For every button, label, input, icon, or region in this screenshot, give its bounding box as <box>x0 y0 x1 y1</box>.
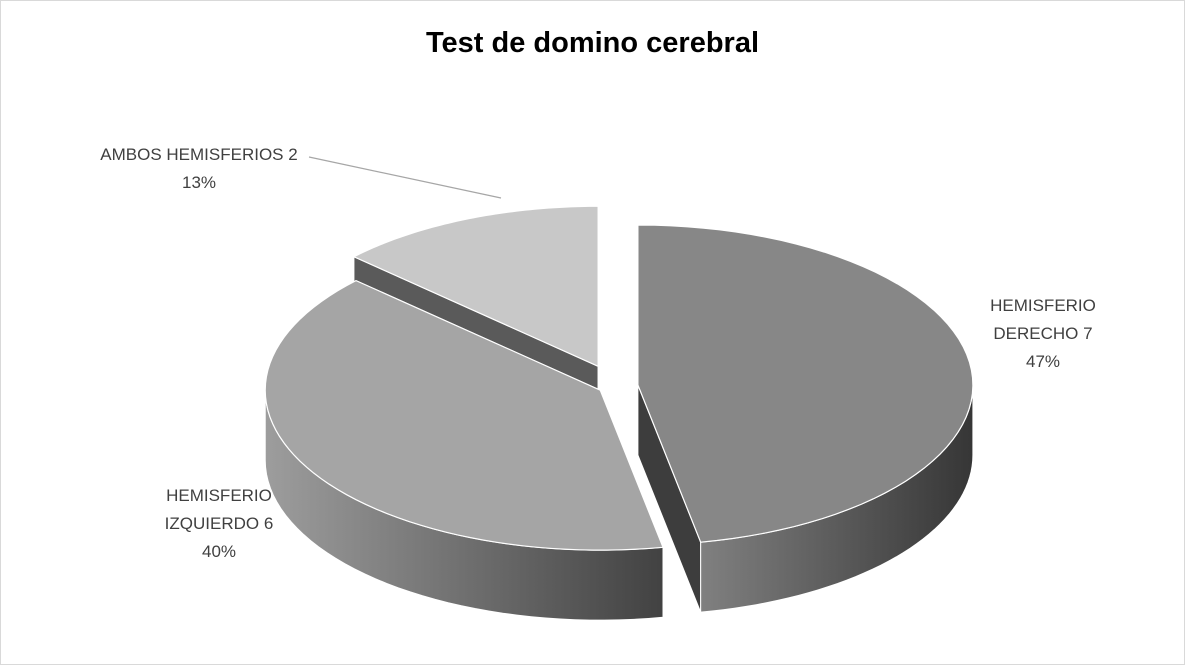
slice-label: HEMISFERIO DERECHO 7 47% <box>973 292 1113 376</box>
category-label: HEMISFERIO IZQUIERDO <box>164 486 272 533</box>
category-label: HEMISFERIO DERECHO <box>990 296 1096 343</box>
slice-label: AMBOS HEMISFERIOS 2 13% <box>87 141 311 197</box>
slice-label: HEMISFERIO IZQUIERDO 6 40% <box>149 482 289 566</box>
count-label: 6 <box>263 514 274 533</box>
pie-slice <box>637 224 974 613</box>
percent-label: 13% <box>181 173 217 192</box>
count-label: 7 <box>1083 324 1093 343</box>
percent-label: 47% <box>1025 352 1061 371</box>
count-label: 2 <box>288 145 298 164</box>
percent-label: 40% <box>201 542 237 561</box>
category-label: AMBOS HEMISFERIOS <box>100 145 284 164</box>
slice-top <box>352 205 599 368</box>
leader-line <box>308 156 502 199</box>
slice-top <box>264 279 664 551</box>
pie-slice <box>264 279 664 621</box>
chart-title: Test de domino cerebral <box>425 27 760 59</box>
slice-top <box>637 224 974 543</box>
